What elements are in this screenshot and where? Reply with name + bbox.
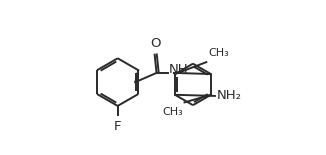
Text: CH₃: CH₃ [208,48,229,58]
Text: F: F [114,120,121,133]
Text: NH₂: NH₂ [217,89,242,102]
Text: O: O [150,37,161,50]
Text: NH: NH [169,63,189,75]
Text: CH₃: CH₃ [162,107,183,117]
